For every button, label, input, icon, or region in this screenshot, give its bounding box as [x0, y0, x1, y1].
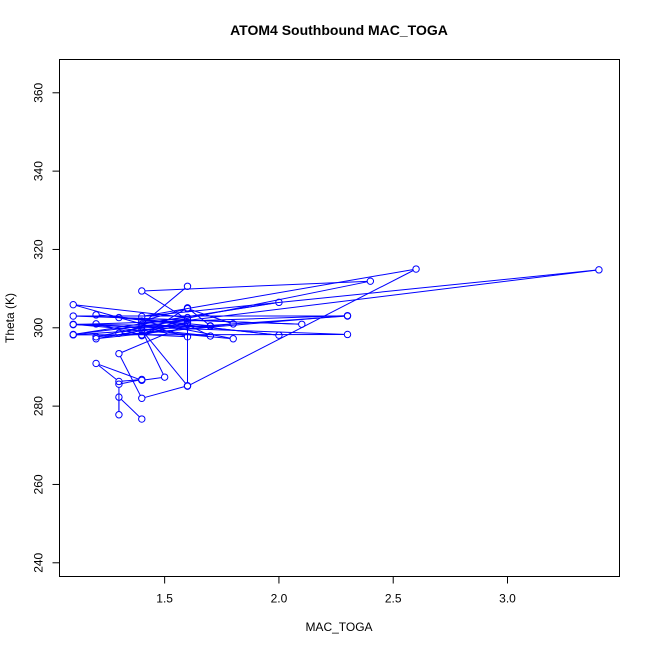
data-point	[183, 382, 192, 390]
data-point	[183, 315, 192, 324]
y-tick-label: 320	[32, 239, 46, 259]
data-point	[183, 304, 192, 312]
chart-title: ATOM4 Southbound MAC_TOGA	[230, 22, 448, 38]
x-axis: 1.5 2.0 2.5 3.0	[156, 576, 516, 606]
y-tick-label: 280	[32, 396, 46, 416]
data-point	[183, 318, 192, 327]
data-point	[183, 333, 192, 341]
y-tick-label: 360	[32, 82, 46, 102]
data-point	[92, 311, 100, 319]
x-tick-label: 2.5	[385, 592, 402, 606]
data-point	[412, 265, 420, 273]
data-point	[138, 322, 146, 331]
series-segment	[144, 269, 596, 317]
data-point	[92, 335, 100, 343]
data-point	[138, 376, 146, 384]
y-axis-label: Theta (K)	[3, 293, 17, 343]
data-point	[366, 277, 375, 285]
data-point	[343, 330, 352, 339]
data-point	[229, 335, 237, 343]
series-segment	[189, 309, 209, 325]
series-segment	[76, 315, 345, 326]
data-points-layer	[69, 265, 603, 423]
data-point	[138, 312, 146, 321]
series-segment	[144, 377, 162, 381]
data-point	[115, 329, 123, 337]
y-tick-label: 300	[32, 317, 46, 337]
data-point	[138, 287, 146, 295]
x-axis-label: MAC_TOGA	[305, 620, 372, 634]
data-point	[115, 411, 123, 419]
data-point	[138, 394, 146, 402]
data-point	[115, 380, 123, 388]
x-tick-label: 1.5	[156, 592, 173, 606]
series-segment	[76, 323, 208, 327]
series-segment	[98, 364, 139, 380]
series-segment	[76, 269, 596, 335]
data-point	[160, 373, 169, 381]
data-point	[138, 317, 146, 325]
series-segment	[120, 398, 140, 418]
data-point	[275, 331, 283, 339]
data-point	[115, 313, 123, 322]
series-line-layer	[76, 269, 596, 418]
series-segment	[144, 386, 185, 398]
series-segment	[98, 365, 117, 380]
x-tick-label: 3.0	[499, 592, 516, 606]
data-point	[115, 349, 123, 358]
series-segment	[144, 280, 368, 292]
data-point	[115, 377, 123, 386]
data-point	[595, 266, 603, 274]
y-tick-label: 260	[32, 474, 46, 494]
data-point	[275, 298, 283, 307]
data-point	[69, 300, 77, 309]
data-point	[69, 330, 77, 339]
series-segment	[144, 302, 276, 325]
data-point	[69, 320, 77, 329]
series-segment	[144, 269, 414, 317]
data-point	[138, 320, 146, 328]
series-segment	[76, 304, 185, 318]
data-point	[206, 332, 215, 340]
y-tick-label: 340	[32, 161, 46, 181]
y-tick-label: 240	[32, 552, 46, 572]
data-point	[229, 320, 237, 328]
data-point	[343, 311, 352, 320]
series-segment	[142, 332, 164, 375]
data-point	[92, 333, 100, 341]
data-point	[206, 322, 215, 330]
series-segment	[122, 379, 139, 382]
data-point	[92, 359, 100, 368]
series-segment	[143, 287, 186, 323]
data-point	[115, 393, 123, 401]
data-point	[92, 320, 100, 328]
data-point	[183, 313, 192, 322]
data-point	[69, 312, 77, 320]
data-point	[183, 320, 192, 329]
series-segment	[143, 332, 186, 384]
series-segment	[119, 356, 141, 396]
data-point	[138, 331, 146, 340]
data-point	[183, 282, 192, 290]
data-point	[138, 326, 146, 334]
data-point	[298, 320, 306, 328]
y-axis: 240 260 280 300 320 340 360	[32, 82, 60, 573]
series-segment	[121, 379, 139, 385]
data-point	[138, 415, 146, 423]
x-tick-label: 2.0	[271, 592, 288, 606]
